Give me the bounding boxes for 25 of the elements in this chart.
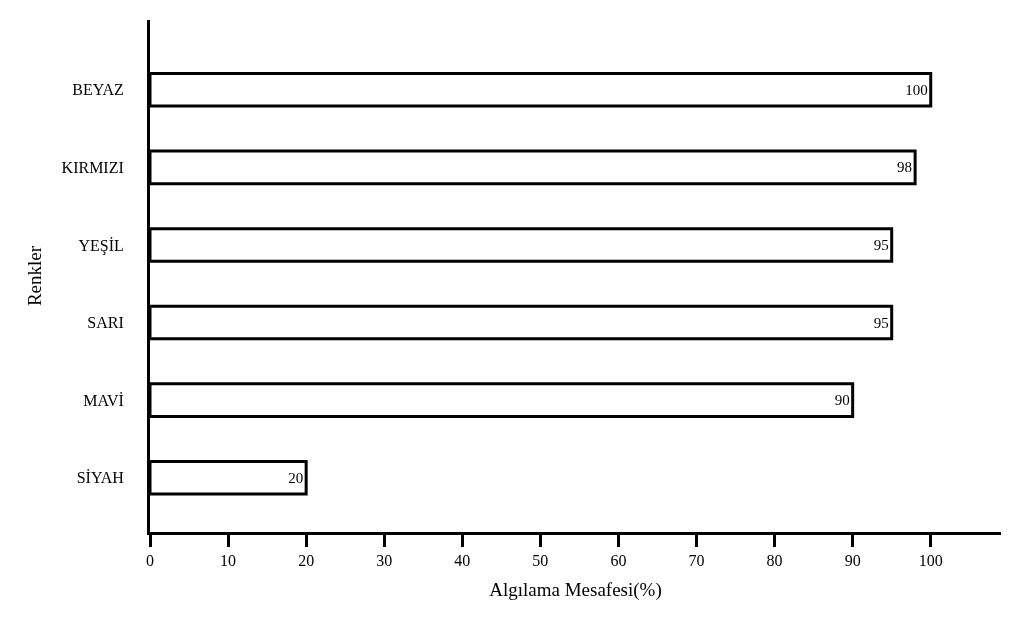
data-label: 98 bbox=[897, 159, 913, 176]
x-tick-label: 0 bbox=[146, 552, 154, 570]
x-tick-label: 80 bbox=[766, 552, 783, 570]
x-tick-label: 90 bbox=[844, 552, 861, 570]
x-tick-label: 20 bbox=[298, 552, 315, 570]
x-tick-label: 60 bbox=[610, 552, 627, 570]
x-tick-label: 30 bbox=[376, 552, 393, 570]
data-label: 20 bbox=[288, 469, 304, 486]
y-tick-label: YEŞİL bbox=[78, 236, 124, 255]
x-tick-label: 10 bbox=[220, 552, 237, 570]
x-tick-label: 40 bbox=[454, 552, 471, 570]
x-axis-title: Algılama Mesafesi(%) bbox=[489, 579, 662, 601]
y-tick-label: MAVİ bbox=[83, 391, 124, 409]
x-tick-label: 100 bbox=[918, 552, 943, 570]
data-label: 100 bbox=[905, 81, 928, 98]
y-axis-title: Renkler bbox=[24, 245, 46, 307]
y-tick-label: SARI bbox=[87, 314, 124, 332]
y-tick-label: KIRMIZI bbox=[61, 158, 124, 176]
x-tick-label: 50 bbox=[532, 552, 549, 570]
data-label: 95 bbox=[873, 236, 889, 253]
x-tick-label: 70 bbox=[688, 552, 705, 570]
data-label: 95 bbox=[873, 314, 889, 331]
y-tick-label: SİYAH bbox=[76, 469, 125, 487]
data-label: 90 bbox=[834, 392, 850, 409]
y-tick-label: BEYAZ bbox=[72, 81, 124, 99]
